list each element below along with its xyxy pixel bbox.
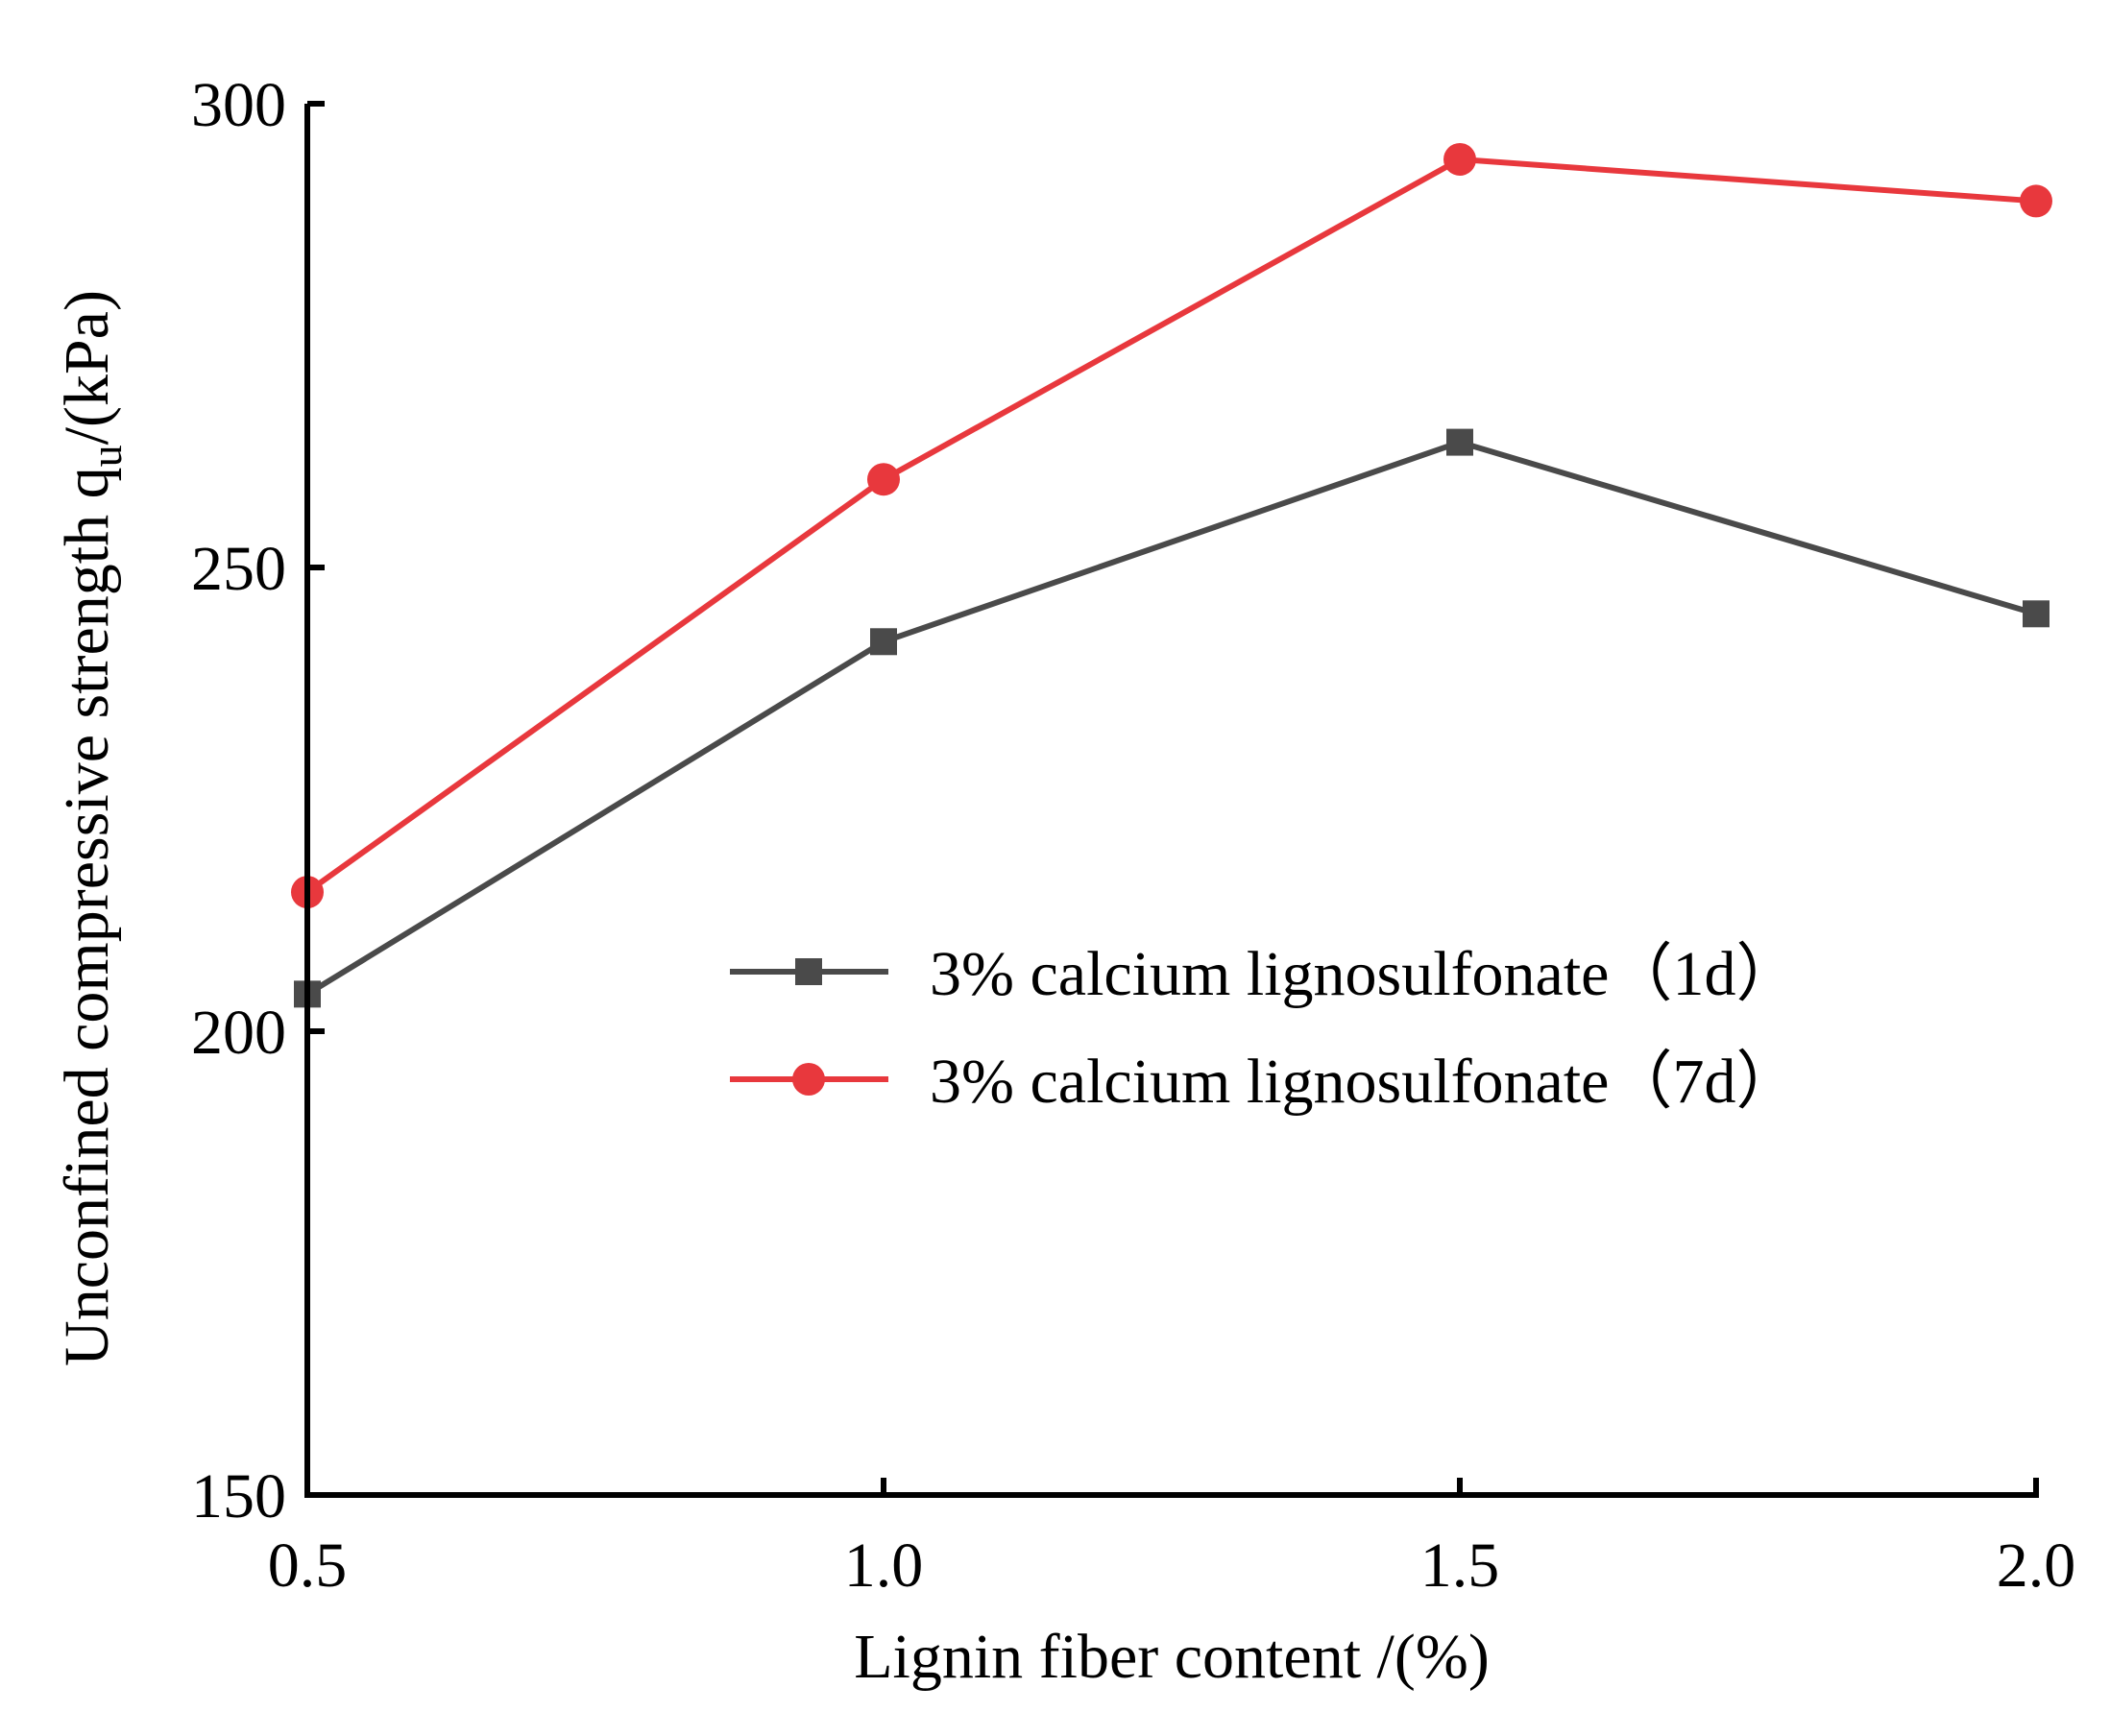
data-point-series-1 [2023, 600, 2049, 628]
y-tick-label: 300 [191, 70, 286, 140]
axes [304, 104, 2039, 1498]
y-axis-ticks: 150 200 250 300 [191, 70, 325, 1531]
x-tick-label: 2.0 [1997, 1531, 2076, 1601]
y-axis-title-subscript: u [82, 445, 131, 467]
y-axis-title-main: Unconfined compressive strength q [52, 467, 122, 1366]
x-tick-label: 1.0 [844, 1531, 924, 1601]
x-axis-title: Lignin fiber content /(%) [854, 1622, 1490, 1692]
y-axis-title-tail: /(kPa) [52, 290, 122, 445]
x-tick-label: 0.5 [268, 1531, 348, 1601]
data-point-series-1 [870, 628, 897, 656]
legend-marker-1 [795, 958, 822, 985]
legend: 3% calcium lignosulfonate（1d） 3% calcium … [730, 939, 1799, 1117]
data-point-series-2 [1443, 142, 1476, 176]
y-tick-label: 250 [191, 534, 286, 604]
legend-marker-2 [792, 1063, 825, 1096]
series-line-1 [305, 439, 2037, 997]
legend-label-2: 3% calcium lignosulfonate（7d） [930, 1047, 1799, 1117]
legend-label-1: 3% calcium lignosulfonate（1d） [930, 939, 1799, 1009]
x-tick-label: 1.5 [1420, 1531, 1500, 1601]
y-tick-label: 200 [191, 998, 286, 1068]
y-tick-label: 150 [191, 1461, 286, 1531]
y-axis-title: Unconfined compressive strength qu/(kPa) [52, 290, 131, 1366]
series-lines [305, 156, 2037, 997]
series-line-2 [305, 156, 2037, 895]
data-point-series-2 [2020, 184, 2052, 218]
data-point-series-2 [867, 463, 900, 496]
x-axis-ticks: 0.5 1.0 1.5 2.0 [268, 1478, 2076, 1601]
data-point-series-1 [1446, 428, 1473, 456]
series-markers [291, 142, 2052, 1008]
